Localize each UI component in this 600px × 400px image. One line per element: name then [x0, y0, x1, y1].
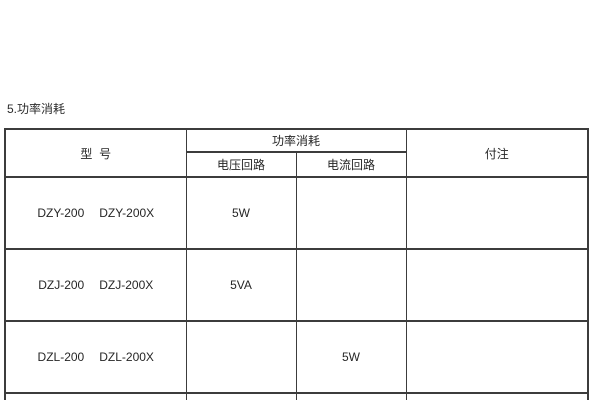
- header-current-circuit: 电流回路: [295, 151, 407, 178]
- table-row: DZJ-200 DZJ-200X 5VA: [4, 248, 589, 322]
- model-name: DZL-200: [37, 350, 85, 364]
- current-value: 5W: [295, 320, 407, 394]
- voltage-value: 5W: [185, 176, 297, 250]
- voltage-value: 5W: [185, 392, 297, 400]
- note-value: [405, 320, 589, 394]
- model-name-x: DZJ-200X: [99, 278, 154, 292]
- model-name-x: DZY-200X: [99, 206, 155, 220]
- model-cell: DZJ-200 DZJ-200X: [4, 248, 187, 322]
- header-notes: 付注: [405, 128, 589, 178]
- section-title: 5.功率消耗: [7, 102, 66, 116]
- header-model: 型 号: [4, 128, 187, 178]
- current-value: 2.5W: [295, 392, 407, 400]
- model-cell: DZL-200 DZL-200X: [4, 320, 187, 394]
- power-consumption-table: 型 号 功率消耗 付注 电压回路 电流回路 DZY-200 DZY-200X 5…: [4, 128, 590, 400]
- model-name: DZJ-200: [38, 278, 85, 292]
- model-cell: DZY-200 DZY-200X: [4, 176, 187, 250]
- model-name: DZY-200: [37, 206, 85, 220]
- voltage-value: [185, 320, 297, 394]
- table-row: DZB-200 DZB-200X 5W 2.5W 电流动作规格5W: [4, 392, 589, 400]
- header-voltage-circuit: 电压回路: [185, 151, 297, 178]
- current-value: [295, 248, 407, 322]
- note-value: [405, 248, 589, 322]
- header-row-sub: 电压回路 电流回路: [5, 151, 588, 178]
- header-power-group: 功率消耗: [185, 128, 407, 153]
- model-name-x: DZL-200X: [99, 350, 154, 364]
- voltage-value: 5VA: [185, 248, 297, 322]
- current-value: [295, 176, 407, 250]
- table-row: DZL-200 DZL-200X 5W: [4, 320, 589, 394]
- model-cell: DZB-200 DZB-200X: [4, 392, 187, 400]
- table-row: DZY-200 DZY-200X 5W: [4, 176, 589, 250]
- note-value: 电流动作规格5W: [405, 392, 589, 400]
- header-row-top: 型 号 功率消耗 付注: [4, 128, 589, 178]
- note-value: [405, 176, 589, 250]
